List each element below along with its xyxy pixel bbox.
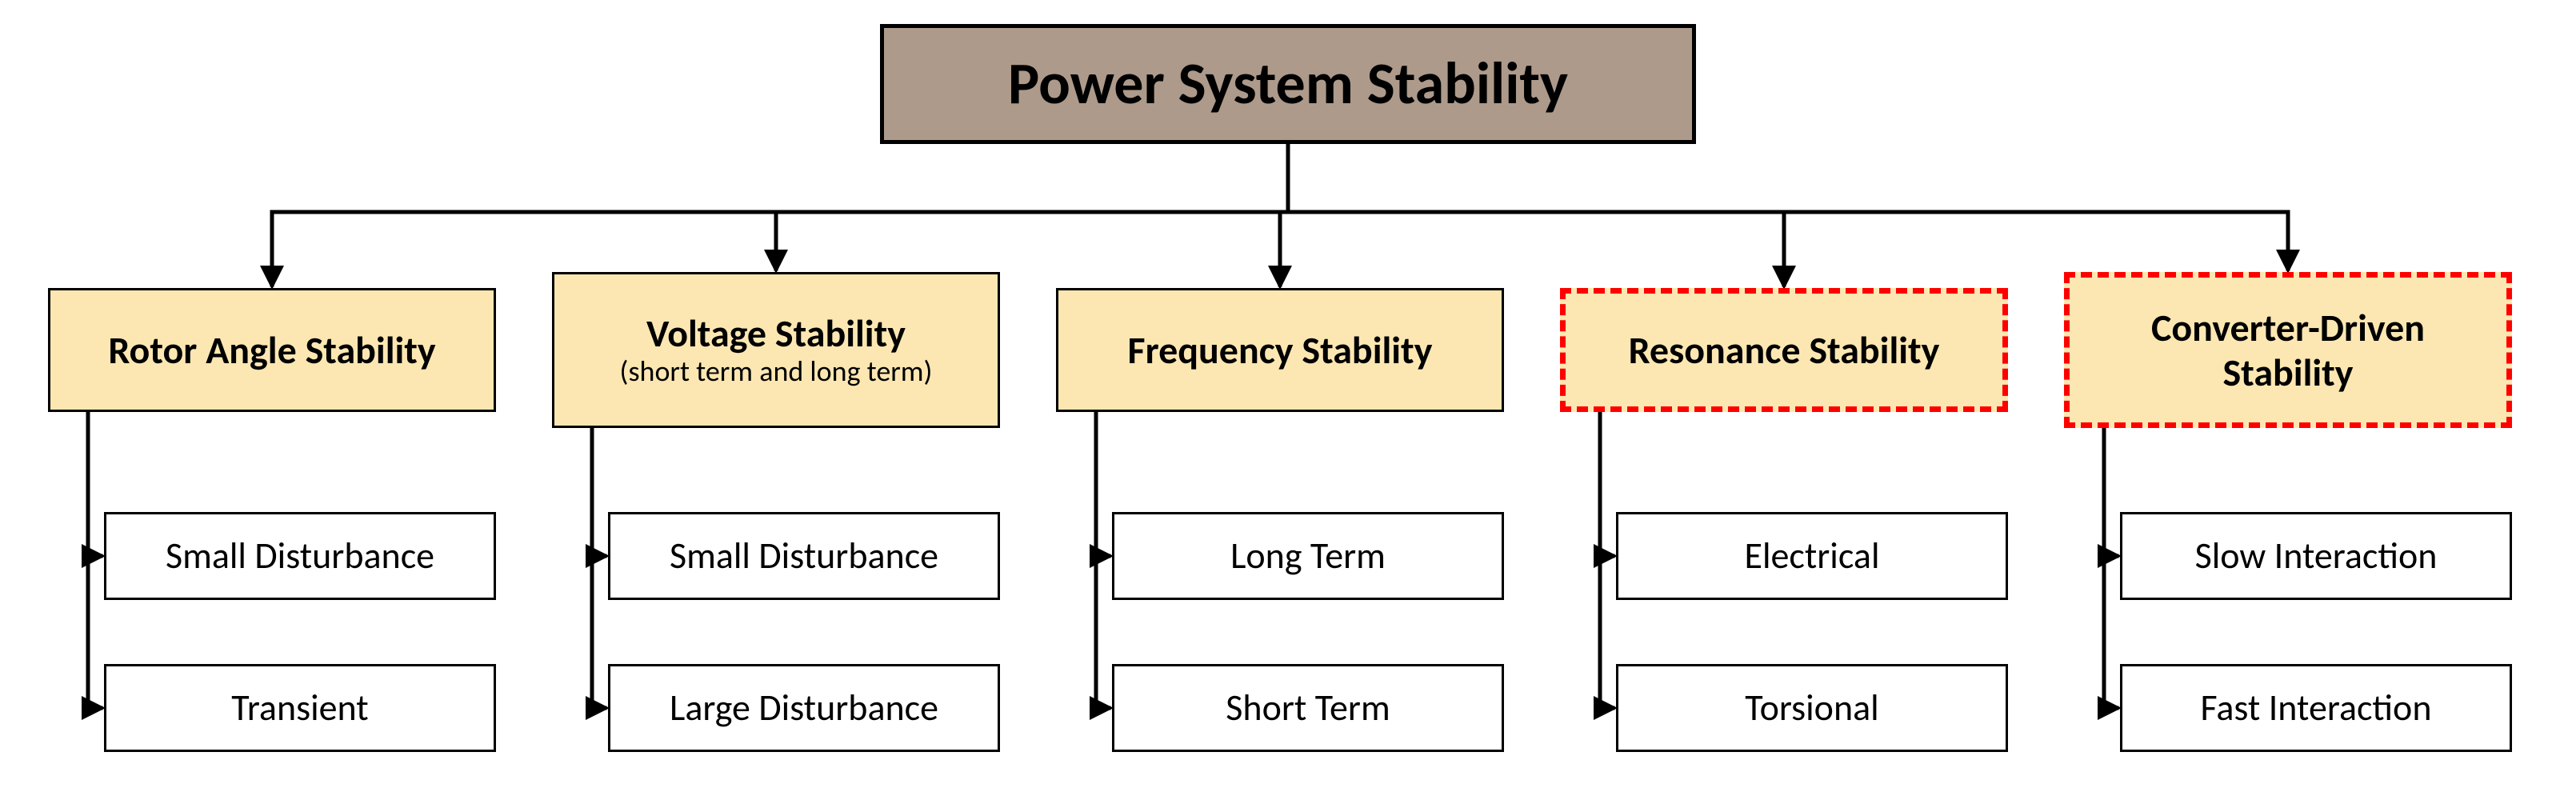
- level2-node-voltage-0: Small Disturbance: [608, 512, 1000, 600]
- level1-node-voltage: Voltage Stability(short term and long te…: [552, 272, 1000, 428]
- level2-node-converter-1: Fast Interaction: [2120, 664, 2512, 752]
- level2-node-rotor-1: Transient: [104, 664, 496, 752]
- level2-label: Fast Interaction: [2201, 687, 2432, 730]
- level2-node-resonance-1: Torsional: [1616, 664, 2008, 752]
- root-node-power-system-stability: Power System Stability: [880, 24, 1696, 144]
- level2-label: Large Disturbance: [670, 687, 938, 730]
- level1-label: Converter-Driven: [2151, 306, 2425, 350]
- level1-label: Frequency Stability: [1128, 328, 1433, 372]
- root-label: Power System Stability: [1008, 50, 1568, 118]
- level2-node-frequency-1: Short Term: [1112, 664, 1504, 752]
- level1-label: Voltage Stability: [646, 311, 906, 355]
- level2-node-voltage-1: Large Disturbance: [608, 664, 1000, 752]
- level1-node-rotor: Rotor Angle Stability: [48, 288, 496, 412]
- level1-label: Resonance Stability: [1629, 328, 1940, 372]
- level2-label: Long Term: [1230, 535, 1386, 578]
- level2-label: Small Disturbance: [670, 535, 938, 578]
- level1-node-converter: Converter-DrivenStability: [2064, 272, 2512, 428]
- level1-label-line2: Stability: [2222, 350, 2353, 394]
- level2-label: Small Disturbance: [166, 535, 434, 578]
- diagram-canvas: Power System Stability Rotor Angle Stabi…: [0, 0, 2576, 808]
- level1-node-frequency: Frequency Stability: [1056, 288, 1504, 412]
- level1-sublabel: (short term and long term): [620, 355, 933, 388]
- level1-node-resonance: Resonance Stability: [1560, 288, 2008, 412]
- level2-label: Short Term: [1226, 687, 1390, 730]
- level1-label: Rotor Angle Stability: [108, 328, 435, 372]
- level2-node-frequency-0: Long Term: [1112, 512, 1504, 600]
- level2-label: Electrical: [1744, 535, 1879, 578]
- level2-label: Torsional: [1745, 687, 1878, 730]
- level2-label: Transient: [231, 687, 368, 730]
- level2-node-resonance-0: Electrical: [1616, 512, 2008, 600]
- level2-node-converter-0: Slow Interaction: [2120, 512, 2512, 600]
- level2-node-rotor-0: Small Disturbance: [104, 512, 496, 600]
- level2-label: Slow Interaction: [2195, 535, 2438, 578]
